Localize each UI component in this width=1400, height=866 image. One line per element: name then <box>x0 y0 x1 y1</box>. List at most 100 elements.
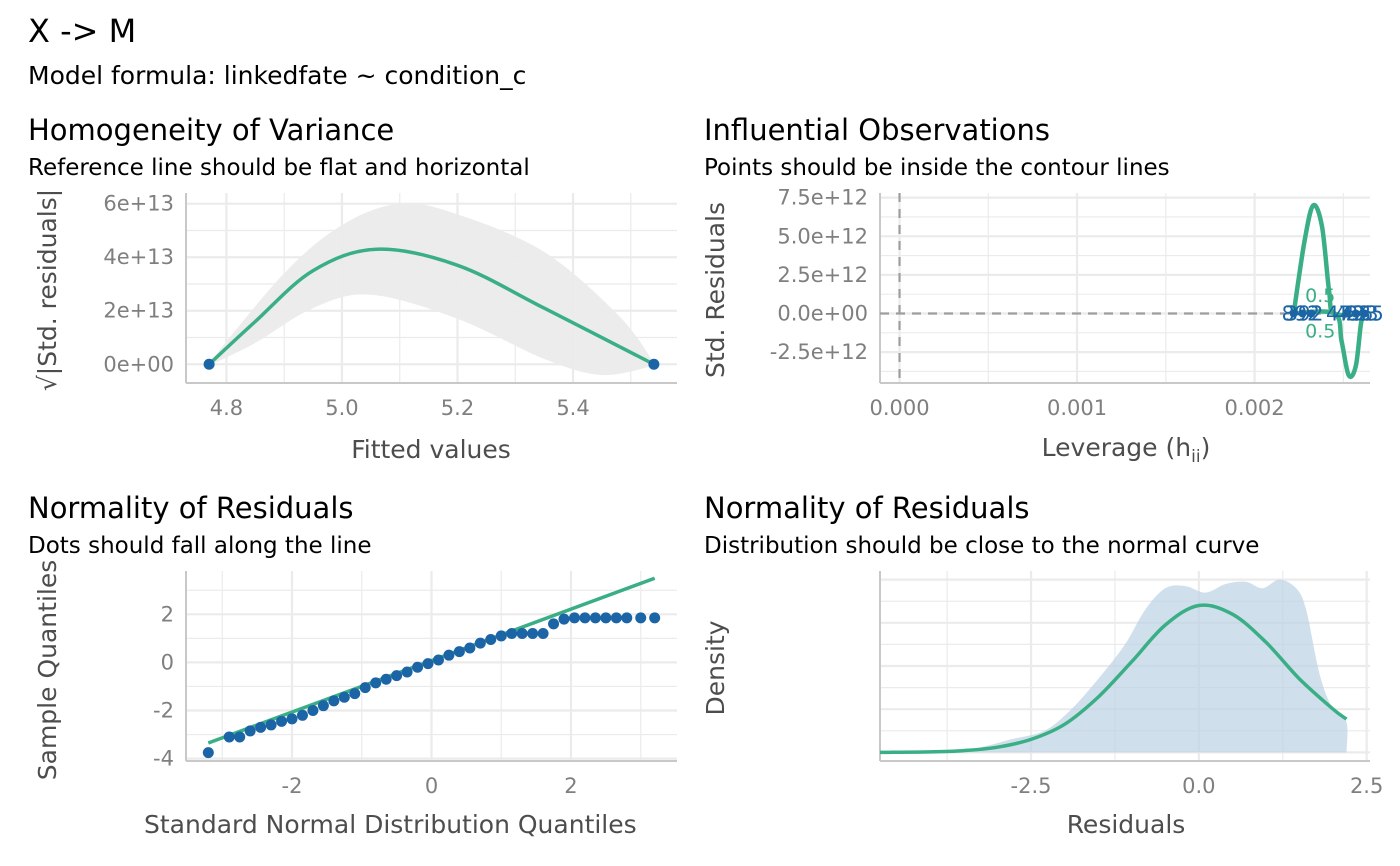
observation-point <box>1342 309 1351 318</box>
normal-curve-line <box>879 603 1348 755</box>
observation-point <box>1298 309 1307 318</box>
qq-point <box>600 612 612 624</box>
residual-point <box>203 358 215 370</box>
qq-point <box>432 654 444 666</box>
density-x-axis-title: Residuals <box>1067 810 1186 839</box>
contour-label: 0.5 <box>1305 320 1335 342</box>
qq-point <box>401 666 413 678</box>
x-tick-label: 0.002 <box>1225 396 1285 420</box>
qq-point <box>244 725 256 737</box>
y-tick-label: 7.5e+12 <box>777 186 868 210</box>
qq-point <box>453 646 465 658</box>
panel-title-qq: Normality of Residuals <box>28 491 354 525</box>
cooks-contour-lower <box>1293 309 1367 380</box>
qq-point <box>370 677 382 689</box>
qq-point <box>579 612 591 624</box>
qq-point <box>649 612 661 624</box>
x-tick-label: -2 <box>282 774 303 798</box>
panel-subtitle-qq: Dots should fall along the line <box>28 533 372 559</box>
homogeneity-y-axis-title: √|Std. residuals| <box>33 189 62 391</box>
qq-point <box>296 709 308 721</box>
observation-label: 392 <box>1285 301 1323 325</box>
influential-y-ticks: -2.5e+12 0.0e+00 2.5e+12 5.0e+12 7.5e+12 <box>770 186 868 364</box>
observation-point <box>1307 309 1316 318</box>
qq-point <box>223 731 235 743</box>
observation-label: 456 <box>1335 301 1373 325</box>
panel-influential: Influential Observations Points should b… <box>701 113 1384 467</box>
y-tick-label: 0.0e+00 <box>777 301 868 325</box>
qq-y-ticks: -4 -2 0 2 <box>153 602 174 770</box>
y-tick-label: -2 <box>153 698 174 722</box>
figure-title: X -> M <box>28 12 136 50</box>
qq-point <box>464 642 476 654</box>
confidence-ribbon <box>209 203 654 376</box>
observation-label: 892 <box>1282 301 1320 325</box>
panel-density: Normality of Residuals Distribution shou… <box>701 491 1383 839</box>
qq-point <box>568 612 580 624</box>
density-x-ticks: -2.5 0.0 2.5 <box>1011 774 1384 798</box>
observation-point <box>1360 309 1369 318</box>
qq-point <box>412 661 424 673</box>
panel-homogeneity: Homogeneity of Variance Reference line s… <box>28 113 677 464</box>
y-tick-label: 4e+13 <box>103 245 174 269</box>
observation-point <box>1289 309 1298 318</box>
y-tick-label: 2.5e+12 <box>777 263 868 287</box>
x-tick-label: 0 <box>425 774 438 798</box>
observation-point <box>1351 309 1360 318</box>
x-tick-label: 2.5 <box>1350 774 1383 798</box>
homogeneity-x-axis-title: Fitted values <box>351 435 511 464</box>
density-y-axis-title: Density <box>701 620 730 715</box>
influential-x-axis-title-end: ) <box>1201 433 1211 462</box>
y-tick-label: 0 <box>161 650 174 674</box>
y-tick-label: -4 <box>153 747 174 771</box>
x-tick-label: 0.001 <box>1047 396 1107 420</box>
qq-point <box>286 713 298 725</box>
qq-marks <box>202 576 661 759</box>
qq-point <box>202 747 214 759</box>
qq-point <box>349 688 361 700</box>
qq-point <box>328 695 340 707</box>
observation-label: 235 <box>1346 301 1384 325</box>
density-marks <box>879 579 1348 755</box>
qq-point <box>621 612 633 624</box>
y-tick-label: -2.5e+12 <box>770 340 868 364</box>
qq-point <box>234 731 246 743</box>
qq-point <box>276 715 288 727</box>
influential-x-axis-title-subscript: ii <box>1191 447 1200 467</box>
qq-point <box>558 613 570 625</box>
x-tick-label: 0.0 <box>1182 774 1215 798</box>
contour-label: 0.5 <box>1305 285 1335 307</box>
y-tick-label: 0e+00 <box>103 352 174 376</box>
qq-point <box>359 682 371 694</box>
y-tick-label: 6e+13 <box>103 192 174 216</box>
qq-point <box>391 670 403 682</box>
x-tick-label: -2.5 <box>1011 774 1052 798</box>
qq-point <box>422 658 434 670</box>
y-tick-label: 5.0e+12 <box>777 224 868 248</box>
qq-point <box>474 637 486 649</box>
x-tick-label: 5.4 <box>556 396 589 420</box>
influential-x-ticks: 0.000 0.001 0.002 <box>869 396 1284 420</box>
qq-point <box>610 612 622 624</box>
qq-x-ticks: -2 0 2 <box>282 774 578 798</box>
panel-title-homogeneity: Homogeneity of Variance <box>28 113 394 147</box>
x-tick-label: 4.8 <box>210 396 243 420</box>
homogeneity-y-ticks: 0e+00 2e+13 4e+13 6e+13 <box>103 192 174 377</box>
influential-x-axis-title-main: Leverage (h <box>1042 433 1191 462</box>
influential-y-axis-title: Std. Residuals <box>701 202 730 378</box>
x-tick-label: 2 <box>564 774 577 798</box>
influential-x-axis-title: Leverage (hii) <box>1042 433 1211 467</box>
qq-point <box>495 630 507 642</box>
panel-subtitle-influential: Points should be inside the contour line… <box>704 155 1170 181</box>
qq-point <box>338 691 350 703</box>
x-tick-label: 0.000 <box>869 396 929 420</box>
qq-point <box>516 628 528 640</box>
qq-point <box>380 673 392 685</box>
qq-y-axis-title: Sample Quantiles <box>33 560 62 780</box>
qq-point <box>307 704 319 716</box>
x-tick-label: 5.2 <box>441 396 474 420</box>
observation-label: 473 <box>1326 301 1364 325</box>
panel-subtitle-homogeneity: Reference line should be flat and horizo… <box>28 155 530 181</box>
